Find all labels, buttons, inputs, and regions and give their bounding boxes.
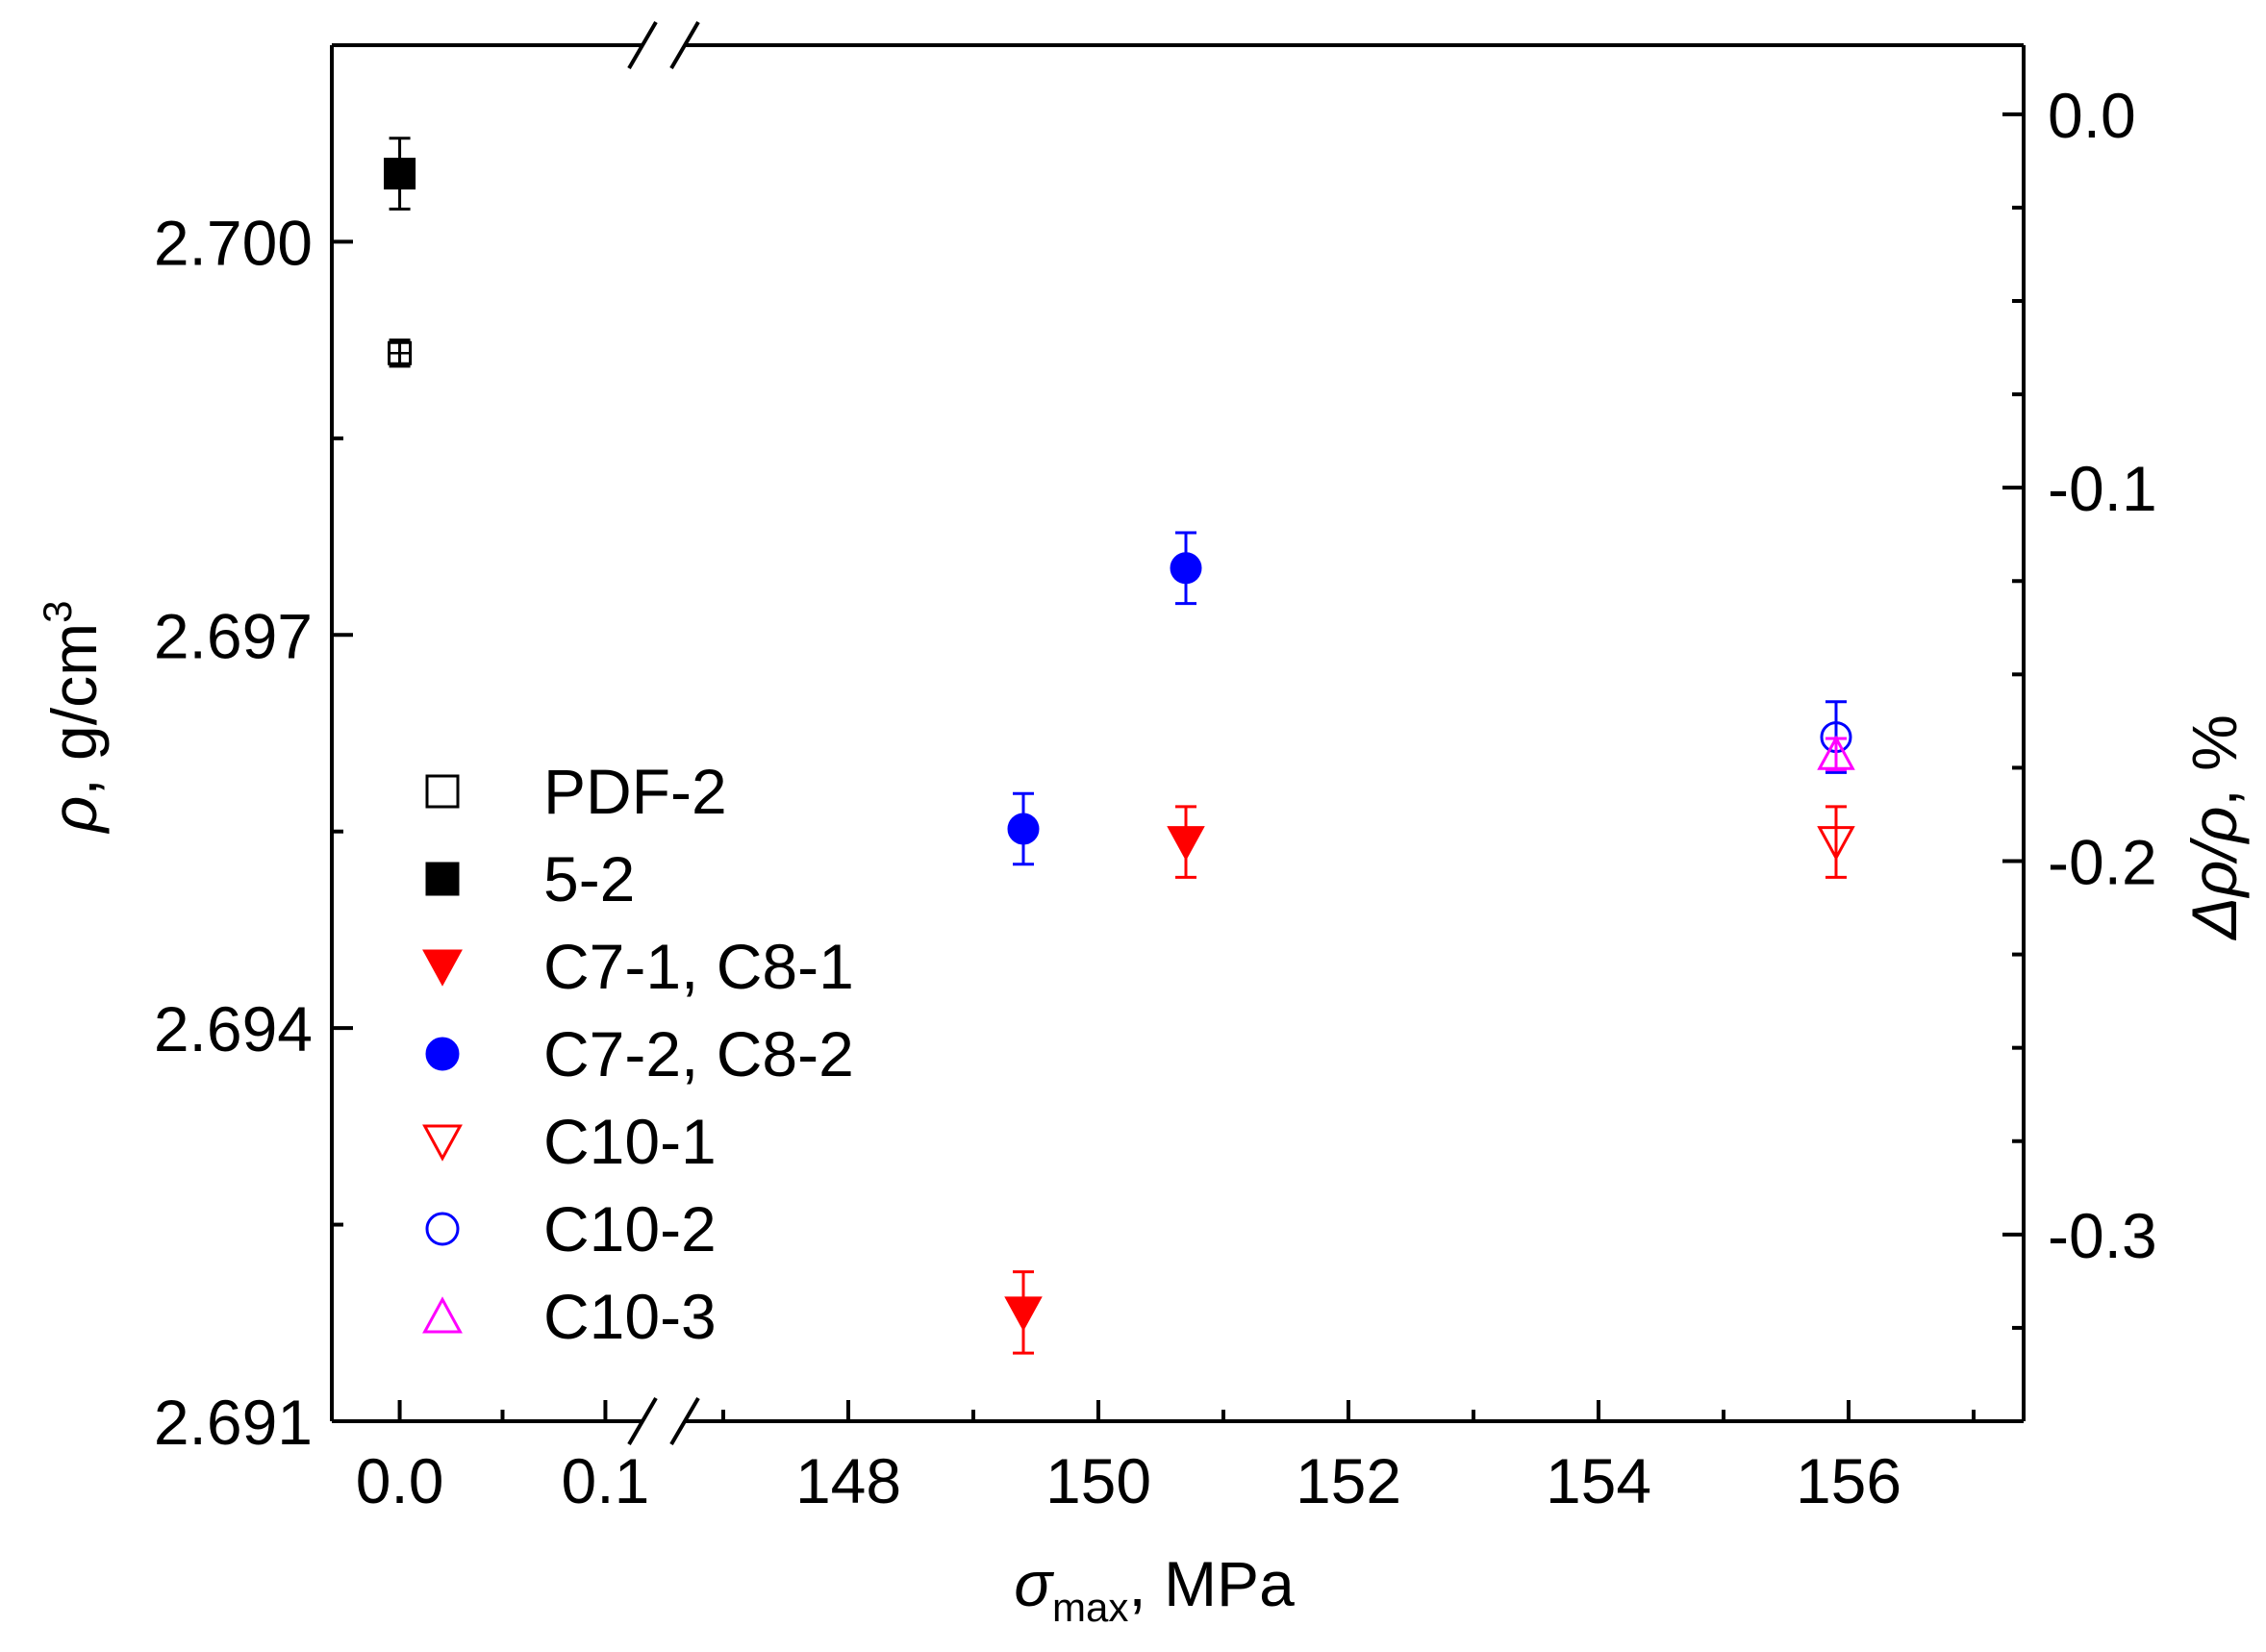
data-point-marker <box>1170 552 1202 585</box>
right-y-tick-label: -0.3 <box>2048 1200 2157 1271</box>
left-y-tick-label: 2.697 <box>154 600 313 671</box>
data-point-marker <box>384 158 416 190</box>
legend-marker <box>425 1212 460 1246</box>
tick-labels: 0.0 0.1 148 150 152 154 156 2.700 2.697 2.694 2.69… <box>154 80 2157 1516</box>
data-points <box>384 137 1855 1355</box>
legend-marker <box>422 1296 463 1334</box>
legend-label: C10-2 <box>543 1193 717 1264</box>
legend-marker <box>425 774 460 809</box>
legend-marker <box>425 1037 460 1071</box>
x-tick-label: 152 <box>1296 1445 1401 1516</box>
legend-label: C7-2, C8-2 <box>543 1018 854 1089</box>
x-tick-label: 0.1 <box>562 1445 650 1516</box>
legend: PDF-2 5-2 C7-1, C8-1 C7-2, C8-2 C10-1 C10-2 C1… <box>422 756 854 1352</box>
bottom-break-slash-2 <box>669 1396 700 1446</box>
bottom-break-slash-1 <box>627 1396 658 1446</box>
x-tick-label: 0.0 <box>356 1445 444 1516</box>
axis-breaks <box>627 20 700 1446</box>
legend-label: PDF-2 <box>543 756 727 827</box>
x-tick-label: 156 <box>1796 1445 1901 1516</box>
top-break-slash-1 <box>627 20 658 70</box>
legend-label: C7-1, C8-1 <box>543 931 854 1002</box>
left-y-axis-title: ρ, g/cm3 <box>35 601 110 835</box>
left-y-tick-label: 2.700 <box>154 207 313 278</box>
x-axis-subscript: max <box>1052 1585 1128 1630</box>
top-break-slash-2 <box>669 20 700 70</box>
legend-marker <box>422 1124 463 1162</box>
right-y-tick-label: 0.0 <box>2048 80 2136 151</box>
plot-frame <box>330 43 2026 1423</box>
left-y-tick-label: 2.694 <box>154 993 313 1064</box>
x-tick-label: 154 <box>1546 1445 1651 1516</box>
right-y-tick-label: -0.2 <box>2048 827 2157 898</box>
data-point-marker <box>1007 813 1040 845</box>
legend-label: 5-2 <box>543 843 635 914</box>
right-y-axis-unit: , % <box>2178 714 2250 806</box>
data-point-marker <box>1167 826 1205 862</box>
left-y-axis-symbol: ρ <box>38 796 110 835</box>
major-ticks <box>332 112 2024 1423</box>
x-tick-label: 148 <box>795 1445 901 1516</box>
right-y-axis-title: Δρ/ρ, % <box>2178 714 2250 941</box>
right-y-axis-prefix: Δρ/ρ <box>2178 807 2250 941</box>
legend-marker <box>425 862 460 896</box>
data-point-marker <box>1004 1296 1043 1332</box>
x-axis-symbol: σ <box>1014 1548 1054 1619</box>
legend-label: C10-1 <box>543 1106 717 1177</box>
left-y-tick-label: 2.691 <box>154 1387 313 1458</box>
data-point-marker <box>1817 735 1855 770</box>
right-y-tick-label: -0.1 <box>2048 453 2157 524</box>
left-y-axis-sup: 3 <box>35 601 80 623</box>
x-axis-title: σmax, MPa <box>1014 1548 1295 1630</box>
legend-label: C10-3 <box>543 1281 717 1352</box>
left-y-axis-unit: , g/cm <box>38 623 110 796</box>
legend-marker <box>422 949 463 987</box>
x-axis-unit: , MPa <box>1128 1548 1295 1619</box>
x-tick-label: 150 <box>1045 1445 1151 1516</box>
data-point-marker <box>1817 826 1855 862</box>
